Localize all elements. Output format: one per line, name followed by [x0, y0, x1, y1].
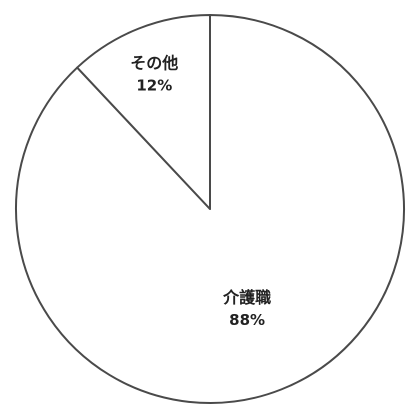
slice-label-care-worker: 介護職	[222, 288, 271, 307]
slice-value-other: 12%	[136, 76, 172, 94]
slices-layer	[15, 14, 405, 404]
slice-label-other: その他	[130, 53, 178, 72]
slice-other	[76, 14, 211, 210]
slice-value-care-worker: 88%	[229, 311, 265, 329]
labels-layer: その他 12% 介護職 88%	[130, 53, 271, 328]
